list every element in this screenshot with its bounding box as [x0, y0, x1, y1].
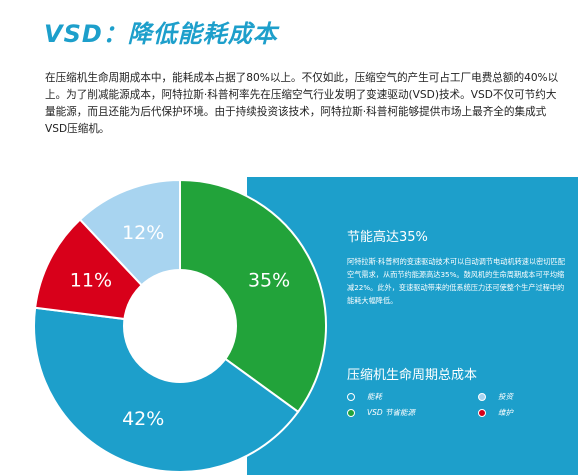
pie-label-3: 12% [122, 222, 164, 244]
legend-label-investment: 投资 [498, 392, 513, 401]
legend-dot-vsd-savings [347, 408, 355, 417]
pie-center-hole [123, 269, 237, 383]
intro-paragraph: 在压缩机生命周期成本中，能耗成本占据了80%以上。不仅如此，压缩空气的产生可占工… [45, 72, 559, 135]
legend-label-maintenance: 维护 [498, 408, 513, 417]
legend-title: 压缩机生命周期总成本 [347, 368, 478, 383]
legend-item-maintenance: 维护 [478, 407, 513, 418]
pie-slice-1 [33, 306, 300, 473]
legend-dot-maintenance [478, 408, 486, 417]
legend-item-vsd-savings: VSD 节省能源 [347, 407, 415, 418]
legend-label-vsd-savings: VSD 节省能源 [367, 408, 416, 417]
legend-item-energy: 能耗 [347, 391, 382, 402]
page-title: VSD：降低能耗成本 [44, 20, 278, 48]
pie-label-1: 42% [122, 408, 164, 430]
pie-label-2: 11% [70, 270, 112, 292]
pie-slice-0 [179, 178, 327, 414]
legend-dot-energy [347, 392, 355, 401]
panel-text: 阿特拉斯·科普柯的变速驱动技术可以自动调节电动机转速以密切匹配空气需求，从而节约… [347, 257, 565, 305]
panel-heading: 节能高达35% [347, 230, 428, 245]
pie-label-0: 35% [248, 270, 290, 292]
legend-dot-investment [478, 392, 486, 401]
legend-item-investment: 投资 [478, 391, 513, 402]
legend-label-energy: 能耗 [367, 392, 382, 401]
